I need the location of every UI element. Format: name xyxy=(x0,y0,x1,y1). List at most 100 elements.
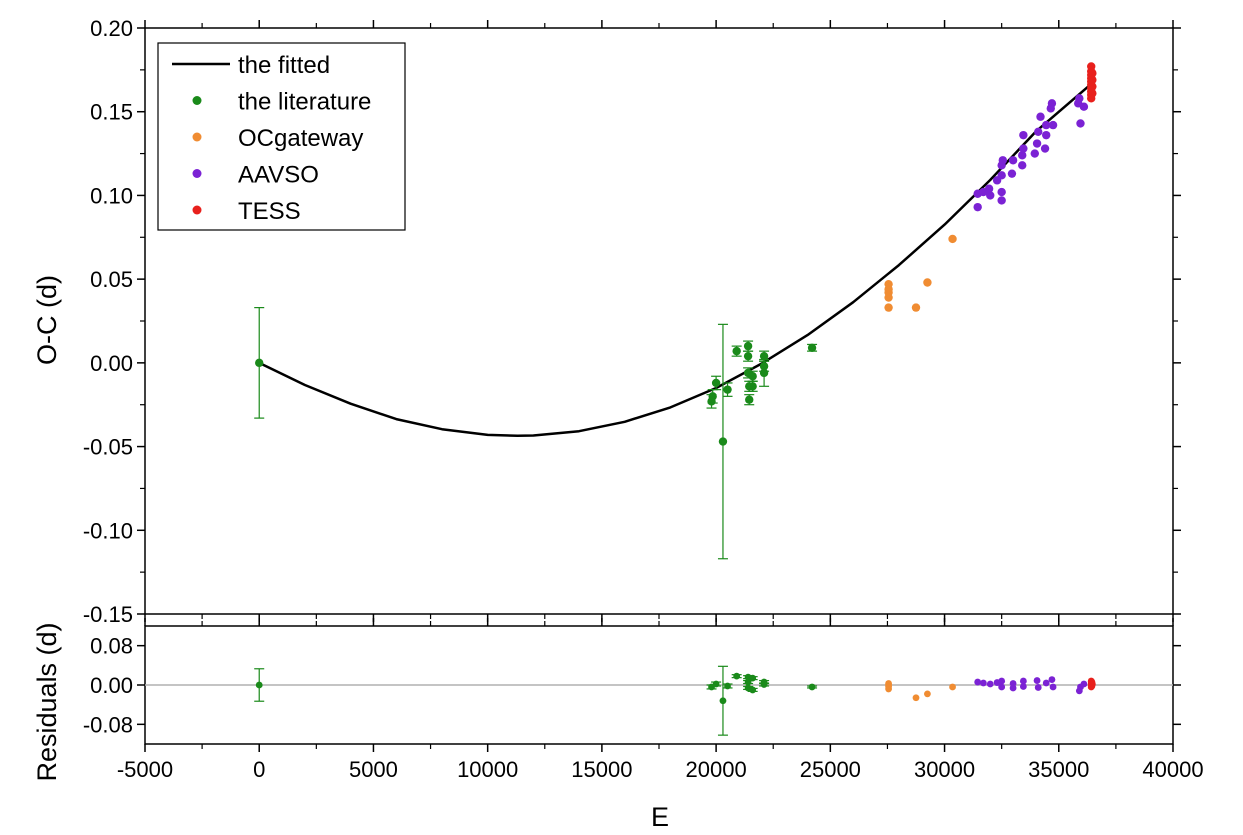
oc-series-aavso xyxy=(973,94,1089,212)
x-axis-title: E xyxy=(651,802,669,832)
x-tick-label: 20000 xyxy=(686,757,747,782)
x-tick-label: 5000 xyxy=(349,757,398,782)
res-point-aavso xyxy=(1042,679,1050,687)
oc-series-ocgateway xyxy=(884,234,957,312)
oc-y-tick-label: -0.05 xyxy=(83,435,133,460)
oc-y-tick-label: -0.10 xyxy=(83,518,133,543)
res-point-aavso xyxy=(1033,677,1041,684)
res-point-aavso xyxy=(974,678,982,686)
oc-point-aavso xyxy=(1076,119,1085,128)
oc-point-aavso xyxy=(986,191,995,200)
oc-point-aavso xyxy=(984,184,994,193)
x-tick-label: 35000 xyxy=(1028,757,1089,782)
res-series-tess xyxy=(1087,677,1096,691)
res-y-tick-label: -0.08 xyxy=(83,712,133,737)
oc-point-ocgateway xyxy=(884,293,893,302)
legend: the fitted the literature OCgateway AAVSO TE… xyxy=(157,42,406,231)
res-point-aavso xyxy=(998,677,1006,685)
oc-point-aavso xyxy=(1018,161,1027,170)
oc-point-tess xyxy=(1088,75,1097,85)
res-point-aavso xyxy=(998,683,1006,691)
res-point-the-literature xyxy=(712,680,720,688)
fitted-curve xyxy=(258,83,1092,437)
oc-point-the-literature xyxy=(255,358,264,368)
oc-point-aavso xyxy=(997,171,1006,180)
oc-point-tess xyxy=(1088,69,1097,78)
oc-point-the-literature xyxy=(748,382,757,391)
oc-point-ocgateway xyxy=(923,278,932,287)
x-tick-label: 0 xyxy=(253,757,265,782)
res-series-the-literature xyxy=(254,665,818,736)
oc-y-tick-label: 0.00 xyxy=(90,351,133,376)
res-point-the-literature xyxy=(733,672,741,680)
oc-point-aavso xyxy=(1019,144,1028,153)
oc-point-aavso xyxy=(997,187,1006,197)
res-point-ocgateway xyxy=(949,683,956,691)
res-point-aavso xyxy=(1049,683,1057,691)
oc-point-aavso xyxy=(997,196,1006,205)
oc-series-tess xyxy=(1087,62,1097,103)
oc-point-aavso xyxy=(1030,149,1039,158)
res-point-aavso xyxy=(1048,676,1056,683)
oc-point-aavso xyxy=(1008,156,1018,165)
oc-y-tick-label: 0.20 xyxy=(90,16,133,41)
oc-point-aavso xyxy=(1047,99,1057,108)
res-y-tick-label: 0.00 xyxy=(90,673,133,698)
oc-point-the-literature xyxy=(708,392,717,401)
oc-point-the-literature xyxy=(743,341,753,351)
oc-point-tess xyxy=(1088,89,1097,98)
oc-y-tick-label: 0.05 xyxy=(90,267,133,292)
res-point-aavso xyxy=(986,680,994,688)
res-point-the-literature xyxy=(808,683,816,691)
oc-y-tick-label: 0.10 xyxy=(90,183,133,208)
oc-point-ocgateway xyxy=(884,303,893,312)
oc-point-the-literature xyxy=(759,368,769,378)
oc-point-tess xyxy=(1088,82,1097,91)
legend-swatch-tess xyxy=(192,205,202,215)
oc-point-aavso xyxy=(1048,120,1058,130)
res-series-aavso xyxy=(974,676,1088,695)
res-series-ocgateway xyxy=(885,680,956,702)
x-tick-label: 25000 xyxy=(800,757,861,782)
oc-point-aavso xyxy=(1079,102,1089,111)
x-tick-label: 15000 xyxy=(571,757,632,782)
legend-swatch-the-literature xyxy=(192,96,202,105)
res-point-the-literature xyxy=(749,686,757,694)
oc-diagram-panel: -0.15 -0.10 -0.05 0.00 0.05 0.10 0.15 0.20 xyxy=(83,16,1181,627)
oc-point-the-literature xyxy=(743,351,753,361)
x-tick-label: -5000 xyxy=(117,757,173,782)
oc-point-aavso xyxy=(1042,120,1051,130)
oc-point-the-literature xyxy=(723,385,732,394)
res-point-aavso xyxy=(1080,680,1088,688)
legend-swatch-ocgateway xyxy=(192,132,202,142)
res-point-the-literature xyxy=(744,678,752,686)
oc-point-aavso xyxy=(1036,112,1045,121)
res-point-the-literature xyxy=(719,697,727,705)
residuals-panel: -5000 0 5000 10000 15000 20000 25000 30000 35000… xyxy=(83,618,1204,782)
oc-y-tick-label: 0.15 xyxy=(90,100,133,125)
oc-point-the-literature xyxy=(711,378,721,388)
oc-point-ocgateway xyxy=(948,234,957,244)
x-tick-label: 40000 xyxy=(1142,757,1203,782)
y-axis-title-oc: O-C (d) xyxy=(32,275,62,365)
oc-point-ocgateway xyxy=(911,303,921,312)
oc-point-the-literature xyxy=(732,346,741,356)
oc-point-aavso xyxy=(1018,151,1027,160)
oc-point-aavso xyxy=(973,202,982,212)
res-point-ocgateway xyxy=(885,685,892,693)
res-point-aavso xyxy=(1034,684,1042,691)
res-point-aavso xyxy=(1019,683,1027,690)
oc-point-aavso xyxy=(1007,169,1017,178)
res-point-the-literature xyxy=(724,682,731,690)
legend-label-the-literature: the literature xyxy=(238,89,371,116)
x-tick-label: 10000 xyxy=(457,757,518,782)
legend-label-tess: TESS xyxy=(238,198,301,225)
res-point-aavso xyxy=(1009,684,1017,692)
legend-label-ocgateway: OCgateway xyxy=(238,125,363,152)
oc-point-aavso xyxy=(1042,130,1051,140)
oc-y-tick-label: -0.15 xyxy=(83,602,133,627)
res-point-tess xyxy=(1088,680,1096,688)
oc-point-aavso xyxy=(1019,130,1028,140)
oc-series-the-literature xyxy=(254,307,818,560)
